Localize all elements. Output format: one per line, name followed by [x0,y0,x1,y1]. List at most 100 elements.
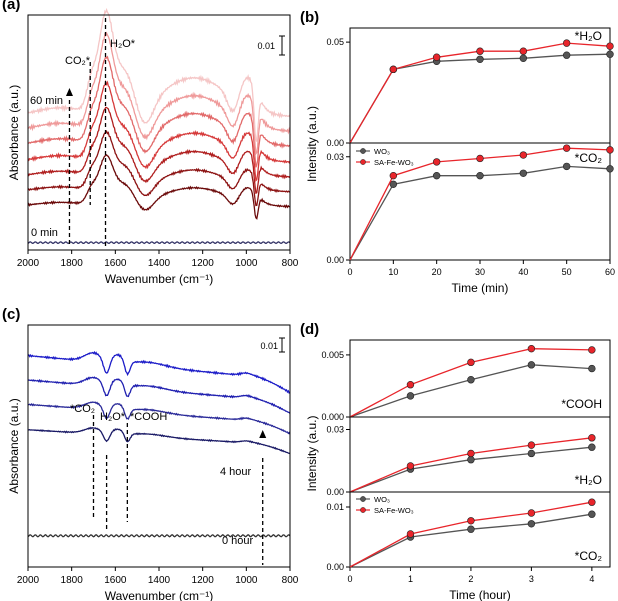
data-point [432,171,441,180]
subplot-label: *CO₂ [575,151,603,165]
series-line [349,364,592,418]
data-point [467,517,475,525]
y-tick-label: 0.00 [326,255,344,265]
subplot-label: *COOH [561,397,602,411]
data-point [476,47,484,55]
annotation-4-hour: 4 hour [220,466,252,478]
x-tick-label: 50 [562,267,572,277]
x-tick-label: 20 [432,267,442,277]
data-point [606,165,614,173]
x-tick-label: 2000 [17,258,40,269]
data-point [588,364,596,373]
data-point [527,361,536,369]
data-point [389,171,398,180]
time-arrow-head [259,430,267,438]
series-line [349,437,592,493]
data-point [527,520,536,528]
subplot-label: *CO₂ [575,549,603,563]
y-axis-label: Absorbance (a.u.) [7,398,21,493]
data-point [606,42,614,50]
data-point [467,456,475,464]
spectrum-curve [27,401,291,435]
data-point [432,158,441,166]
time-arrow-head [65,88,73,96]
y-tick-label: 0.005 [321,350,344,360]
y-tick-label: 0.00 [326,138,344,148]
x-tick-label: 1600 [104,258,127,269]
x-tick-label: 3 [529,574,534,584]
data-point [527,449,536,458]
panel-a: 2000 1800 1600 1400 1200 1000 800 Wavenumber (c… [2,0,299,286]
series-line [349,53,611,144]
y-tick-label: 0.000 [321,412,344,422]
x-tick-label: 1000 [235,575,258,586]
y-tick-label: 0.00 [326,487,344,497]
legend-label: WO₃ [374,495,390,504]
data-point [476,154,484,163]
y-tick-label: 0.01 [326,502,344,512]
subplot-label: *H₂O [575,473,602,487]
legend-label: SA-Fe-WO₃ [374,506,414,515]
legend-label: WO₃ [374,147,390,156]
annotation-0-min: 0 min [31,227,58,239]
x-axis-label: Wavenumber (cm⁻¹) [105,589,214,601]
spectrum-curve [27,154,291,220]
panel-c: 2000 1800 1600 1400 1200 1000 800 Wavenumber (c… [2,306,299,601]
data-point [467,449,475,458]
series-line [349,165,611,261]
data-point [588,443,596,451]
spectrum-curve [27,55,291,168]
data-point [389,65,398,74]
x-tick-label: 1600 [104,575,127,586]
data-point [562,144,571,152]
annotation-60-min: 60 min [30,95,63,107]
x-tick-label: 1400 [148,575,171,586]
data-point [467,358,475,367]
panel-label: (d) [300,321,319,338]
data-point [606,50,614,58]
x-axis-label: Time (min) [452,281,509,295]
spectrum-curve [27,31,291,156]
subplot-frame [349,491,611,568]
panel-b: 0.00 0.05 *H₂O 0.00 0.03 *CO₂ 0 10 20 30 40 50 60 Tim… [300,9,615,295]
legend-swatch-marker [360,159,366,165]
data-point [519,47,528,55]
annotation-co2: CO₂* [65,55,91,67]
x-tick-label: 0 [347,267,352,277]
x-tick-label: 2000 [17,575,40,586]
y-axis-label: Intensity (a.u.) [305,106,319,182]
scale-bar-label: 0.01 [257,41,275,51]
data-point [562,162,571,171]
spectrum-curve [27,7,291,142]
scale-bar-label: 0.01 [260,341,278,351]
plot-frame [27,324,291,568]
data-point [606,146,614,154]
spectrum-curve [27,79,291,182]
subplot-frame [349,27,611,144]
data-point [519,151,528,159]
data-point [467,525,475,533]
x-tick-label: 1800 [61,575,84,586]
data-point [519,54,528,62]
x-tick-label: 1 [408,574,413,584]
legend-swatch-marker [360,507,366,513]
x-tick-label: 0 [347,574,352,584]
annotation-cooh: *COOH [130,411,167,423]
x-tick-label: 30 [475,267,485,277]
annotation-0-hour: 0 hour [222,535,254,547]
panel-label: (a) [2,0,20,13]
panel-label: (c) [2,306,20,323]
y-axis-label: Intensity (a.u.) [305,415,319,491]
data-point [588,434,596,442]
spectrum-curve [27,106,291,194]
data-point [432,53,441,61]
legend-swatch-marker [360,148,366,154]
x-tick-label: 60 [605,267,615,277]
subplot-label: *H₂O [575,29,602,43]
data-point [562,39,571,47]
x-axis-label: Time (hour) [449,588,511,601]
y-tick-label: 0.03 [326,152,344,162]
data-point [527,344,536,353]
x-tick-label: 1200 [192,575,215,586]
